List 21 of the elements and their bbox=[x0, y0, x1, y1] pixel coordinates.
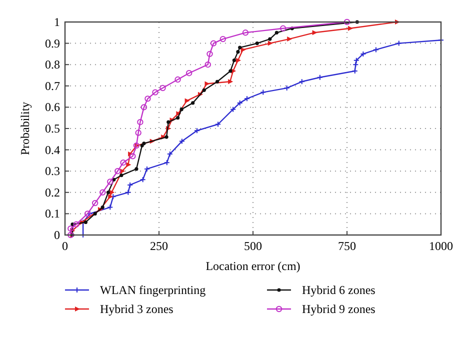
y-tick-label: 0.5 bbox=[45, 122, 60, 136]
y-tick-label: 1 bbox=[54, 15, 60, 29]
x-tick-label: 750 bbox=[338, 239, 356, 253]
y-tick-label: 0.3 bbox=[45, 164, 60, 178]
y-tick-label: 0.6 bbox=[45, 100, 60, 114]
x-tick-label: 1000 bbox=[429, 239, 453, 253]
legend-label: Hybrid 6 zones bbox=[302, 283, 376, 297]
y-axis-title: Probability bbox=[18, 102, 32, 156]
x-tick-label: 500 bbox=[244, 239, 262, 253]
y-tick-label: 0 bbox=[54, 228, 60, 242]
y-tick-label: 0.2 bbox=[45, 185, 60, 200]
x-axis-title: Location error (cm) bbox=[206, 259, 300, 273]
legend-label: Hybrid 3 zones bbox=[100, 302, 174, 316]
y-tick-label: 0.7 bbox=[45, 78, 60, 93]
y-tick-label: 0.8 bbox=[45, 58, 60, 72]
y-tick-label: 0.1 bbox=[45, 206, 60, 221]
x-tick-label: 250 bbox=[150, 239, 168, 253]
y-tick-label: 0.9 bbox=[45, 36, 60, 50]
legend-label: WLAN fingerprinting bbox=[100, 283, 206, 297]
legend-label: Hybrid 9 zones bbox=[302, 302, 376, 316]
y-tick-label: 0.4 bbox=[45, 142, 60, 157]
